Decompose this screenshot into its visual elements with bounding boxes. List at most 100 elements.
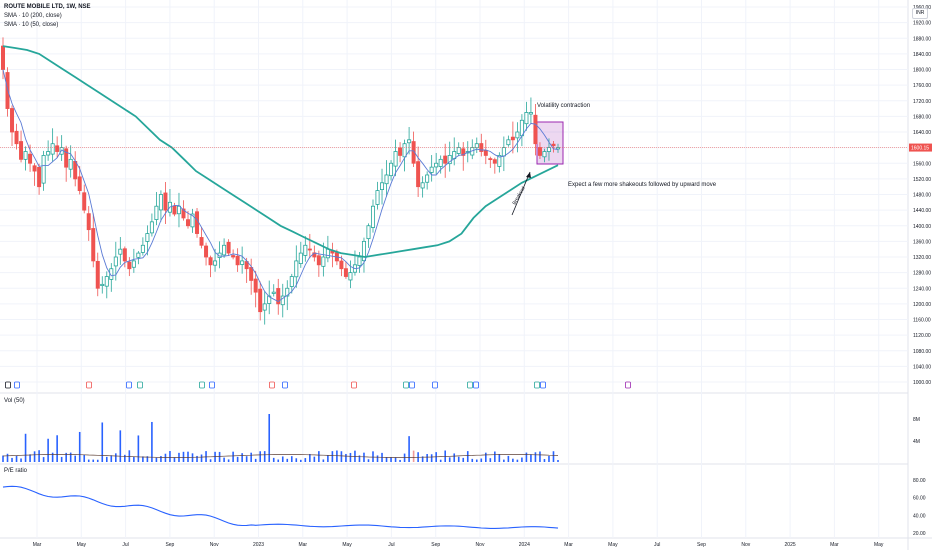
candle-body xyxy=(240,260,245,265)
event-marker xyxy=(86,381,92,389)
event-marker xyxy=(625,381,631,389)
candle-body xyxy=(375,190,380,205)
candle-body xyxy=(366,225,371,240)
pe-tick: 80.00 xyxy=(913,478,926,484)
candle-body xyxy=(0,45,6,70)
volume-bar xyxy=(394,457,397,462)
candle-body xyxy=(307,248,312,251)
candle-body xyxy=(501,147,506,157)
volume-bar xyxy=(390,457,392,462)
candle-body xyxy=(122,248,127,262)
volume-bar xyxy=(363,452,365,462)
time-tick: May xyxy=(342,542,352,548)
candle-body xyxy=(109,268,114,280)
time-tick: Mar xyxy=(298,542,307,548)
volume-bar xyxy=(530,454,532,462)
candle-body xyxy=(10,108,15,133)
candle-body xyxy=(95,260,100,289)
volume-bar xyxy=(137,435,140,462)
candle-body xyxy=(154,205,159,220)
price-tick: 1560.00 xyxy=(913,161,931,167)
volume-bar xyxy=(475,459,478,462)
volume-bar xyxy=(489,458,492,462)
volume-bar xyxy=(290,456,293,462)
volume-bar xyxy=(236,456,239,462)
time-tick: 2024 xyxy=(519,542,530,548)
volume-bars xyxy=(2,414,559,462)
event-marker xyxy=(269,381,275,389)
price-tick: 1880.00 xyxy=(913,36,931,42)
candle-body xyxy=(303,244,308,256)
sma-slow-line xyxy=(2,45,559,258)
candle-body xyxy=(271,291,276,294)
candle-body xyxy=(199,237,204,246)
volume-bar xyxy=(164,453,167,462)
price-tick: 1480.00 xyxy=(913,193,931,199)
pe-pane-label: P/E ratio xyxy=(4,468,28,474)
sma-fast-line xyxy=(2,69,559,303)
time-tick: Nov xyxy=(741,542,750,548)
candle-body xyxy=(104,276,109,287)
candle-body xyxy=(294,260,299,278)
volume-bar xyxy=(56,435,58,462)
volume-bar xyxy=(466,451,469,462)
price-tick: 1360.00 xyxy=(913,239,931,245)
volume-pane-label: Vol (50) xyxy=(4,398,25,404)
candle-body xyxy=(226,241,231,254)
currency-badge[interactable]: INR xyxy=(912,8,928,19)
volume-bar xyxy=(119,430,122,462)
event-marker xyxy=(403,381,409,389)
candle-body xyxy=(389,162,394,177)
price-tick: 1720.00 xyxy=(913,99,931,105)
candle-body xyxy=(208,257,213,266)
price-tick: 1120.00 xyxy=(913,333,931,339)
price-tick: 1640.00 xyxy=(913,130,931,136)
candle-body xyxy=(402,143,407,158)
candle-body xyxy=(253,278,258,293)
candle-body xyxy=(28,153,33,164)
volume-bar xyxy=(24,433,27,462)
price-tick: 1840.00 xyxy=(913,52,931,58)
candle-body xyxy=(384,174,389,185)
pe-ratio-path xyxy=(2,485,559,529)
price-tick: 1920.00 xyxy=(913,21,931,27)
candle-body xyxy=(339,260,344,270)
candle-body xyxy=(361,240,366,262)
candle-body xyxy=(19,141,24,160)
volume-bar xyxy=(2,455,4,462)
candle-body xyxy=(118,248,123,255)
volume-bar xyxy=(503,459,505,462)
candle-body xyxy=(136,252,141,258)
candle-body xyxy=(528,112,533,115)
candle-body xyxy=(176,205,181,215)
volume-bar xyxy=(358,455,361,462)
candlesticks xyxy=(0,37,561,325)
volume-bar xyxy=(548,455,550,462)
moving-averages xyxy=(2,45,559,303)
volume-bar xyxy=(277,459,280,462)
pe-tick: 20.00 xyxy=(913,531,926,537)
volume-bar xyxy=(471,458,474,462)
volume-bar xyxy=(263,451,266,462)
time-tick: Mar xyxy=(830,542,839,548)
event-marker xyxy=(199,381,205,389)
volume-bar xyxy=(286,458,289,462)
volume-bar xyxy=(272,457,275,462)
volume-bar xyxy=(507,455,510,462)
candle-body xyxy=(357,256,362,266)
time-tick: 2025 xyxy=(785,542,796,548)
candle-body xyxy=(524,112,529,125)
candle-body xyxy=(325,248,330,259)
volume-bar xyxy=(521,457,523,462)
volume-bar xyxy=(173,457,176,462)
candle-body xyxy=(140,244,145,253)
candle-body xyxy=(82,192,87,211)
volume-bar xyxy=(336,450,338,462)
event-marker xyxy=(126,381,132,389)
volume-bar xyxy=(385,457,388,462)
candle-body xyxy=(222,244,227,256)
time-tick: 2023 xyxy=(253,542,264,548)
time-tick: May xyxy=(608,542,618,548)
